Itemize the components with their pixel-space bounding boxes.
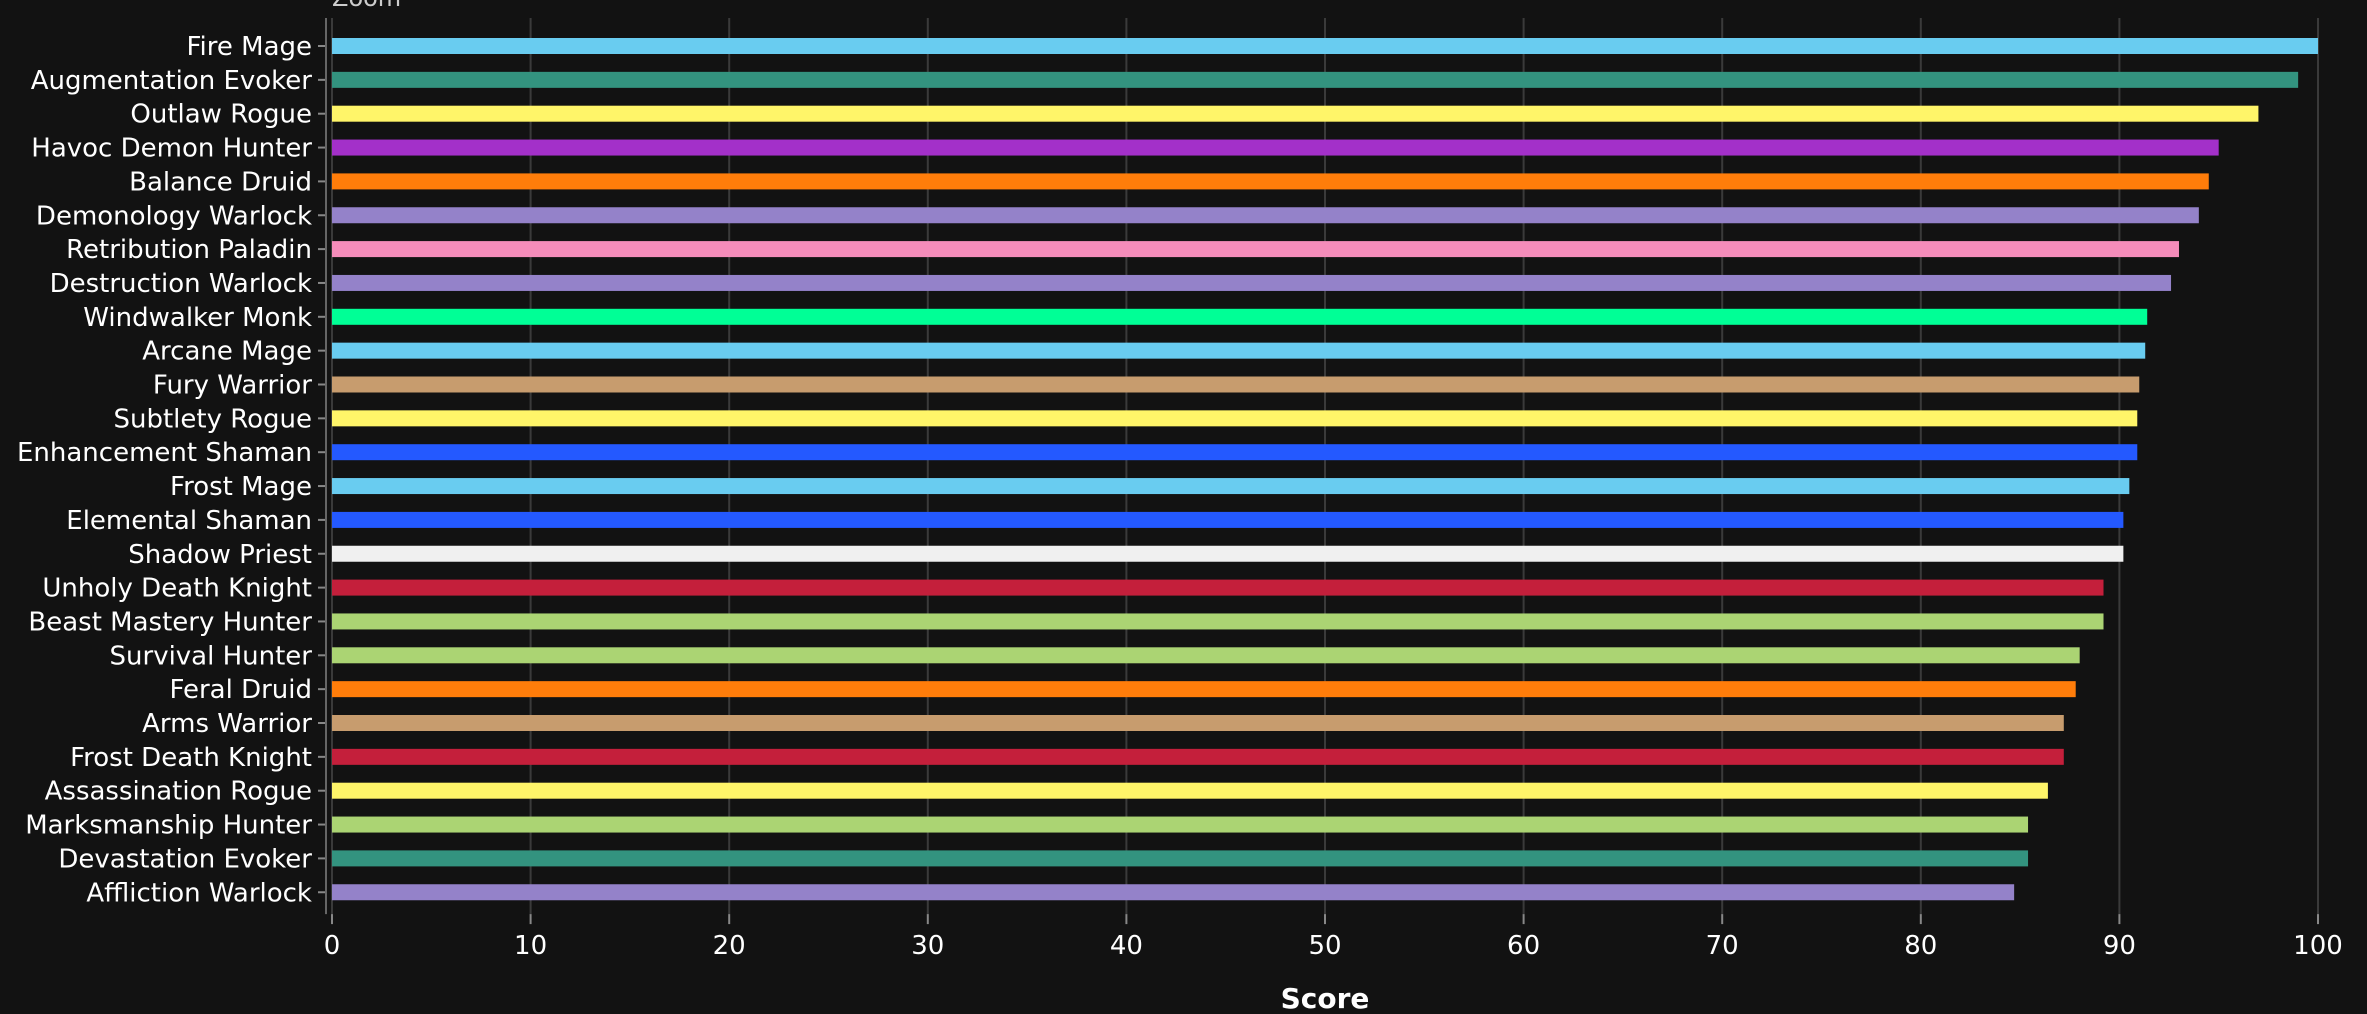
x-tick-label: 60: [1507, 931, 1540, 961]
category-labels: Fire Mage Augmentation Evoker Outlaw Rogue…: [17, 32, 326, 908]
x-tick-label: 80: [1904, 931, 1937, 961]
bar[interactable]: [332, 748, 2064, 765]
x-tick-label: 90: [2103, 931, 2136, 961]
x-tick-label: 0: [324, 931, 341, 961]
category-label: Outlaw Rogue: [130, 100, 312, 130]
category-label: Frost Mage: [170, 472, 312, 502]
category-label: Augmentation Evoker: [31, 66, 313, 96]
bar[interactable]: [332, 207, 2199, 224]
category-label: Balance Druid: [129, 167, 312, 197]
category-label: Feral Druid: [169, 675, 312, 705]
category-label: Marksmanship Hunter: [25, 811, 312, 841]
bar[interactable]: [332, 308, 2148, 325]
category-label: Havoc Demon Hunter: [31, 134, 312, 164]
zoom-label[interactable]: Zoom: [332, 0, 401, 12]
category-label: Enhancement Shaman: [17, 438, 312, 468]
bar[interactable]: [332, 376, 2140, 393]
x-tick-label: 10: [514, 931, 547, 961]
bar[interactable]: [332, 613, 2104, 630]
category-label: Demonology Warlock: [36, 201, 312, 231]
bar[interactable]: [332, 173, 2209, 190]
bar[interactable]: [332, 444, 2138, 461]
bar[interactable]: [332, 71, 2299, 88]
x-tick-label: 20: [713, 931, 746, 961]
category-label: Destruction Warlock: [50, 269, 312, 299]
bar[interactable]: [332, 139, 2219, 156]
bar[interactable]: [332, 715, 2064, 731]
bar[interactable]: [332, 478, 2130, 495]
x-axis-title: Score: [1281, 982, 1370, 1014]
bar[interactable]: [332, 342, 2146, 359]
bar[interactable]: [332, 884, 2015, 901]
category-label: Fury Warrior: [153, 371, 312, 401]
category-label: Assassination Rogue: [45, 777, 312, 807]
category-label: Subtlety Rogue: [113, 404, 312, 434]
category-label: Elemental Shaman: [66, 506, 312, 536]
grid-lines: [331, 18, 2319, 915]
category-label: Frost Death Knight: [70, 743, 312, 773]
bar[interactable]: [332, 274, 2172, 291]
bar[interactable]: [332, 681, 2076, 698]
category-label: Devastation Evoker: [58, 844, 312, 874]
bar[interactable]: [332, 105, 2259, 122]
bar[interactable]: [332, 241, 2179, 258]
bar[interactable]: [332, 647, 2080, 664]
x-axis: 0 10 20 30 40 50 60 70 80 90 100: [324, 18, 2343, 961]
x-tick-label: 100: [2293, 931, 2343, 961]
x-tick-label: 50: [1308, 931, 1341, 961]
category-label: Affliction Warlock: [86, 878, 312, 908]
bar[interactable]: [332, 850, 2029, 867]
category-label: Unholy Death Knight: [42, 574, 312, 604]
category-label: Beast Mastery Hunter: [28, 607, 312, 637]
bar[interactable]: [332, 410, 2138, 427]
x-tick-label: 40: [1110, 931, 1143, 961]
category-label: Arcane Mage: [142, 337, 312, 367]
x-tick-label: 70: [1706, 931, 1739, 961]
bar[interactable]: [332, 816, 2029, 833]
category-label: Retribution Paladin: [66, 235, 312, 265]
category-label: Shadow Priest: [128, 540, 312, 570]
bar[interactable]: [332, 38, 2318, 54]
category-label: Survival Hunter: [110, 641, 313, 671]
bars: [332, 38, 2318, 901]
category-label: Fire Mage: [186, 32, 312, 62]
x-tick-label: 30: [911, 931, 944, 961]
bar[interactable]: [332, 545, 2124, 562]
category-label: Arms Warrior: [142, 709, 312, 739]
bar[interactable]: [332, 511, 2124, 528]
category-label: Windwalker Monk: [83, 303, 312, 333]
bar[interactable]: [332, 579, 2104, 596]
bar[interactable]: [332, 782, 2048, 799]
